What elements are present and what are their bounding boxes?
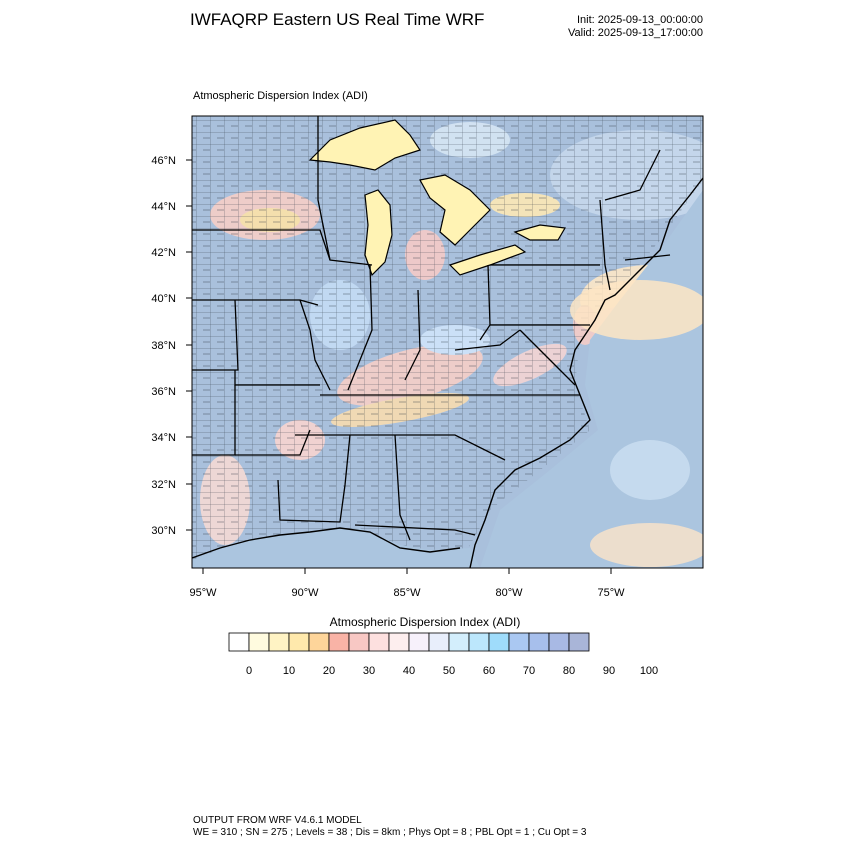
lat-label: 40°N	[151, 293, 176, 305]
footer-line-1: OUTPUT FROM WRF V4.6.1 MODEL	[193, 815, 362, 826]
lat-label: 42°N	[151, 247, 176, 259]
colorbar-tick-label: 50	[443, 665, 455, 677]
coastlines	[192, 177, 703, 568]
colorbar-swatch	[228, 632, 250, 652]
state-boundaries	[192, 116, 671, 541]
map-title: IWFAQRP Eastern US Real Time WRF	[190, 10, 485, 29]
lat-axis: 46°N 44°N 42°N 40°N 38°N 36°N 34°N 32°N …	[151, 155, 192, 537]
lake-superior	[308, 119, 421, 171]
county-lines	[192, 116, 703, 568]
lat-label: 30°N	[151, 525, 176, 537]
lat-label: 38°N	[151, 340, 176, 352]
lon-label: 85°W	[393, 587, 421, 599]
run-times: Init: 2025-09-13_00:00:00 Valid: 2025-09…	[568, 14, 703, 40]
colorbar-swatch	[448, 632, 470, 652]
lake-huron	[419, 174, 491, 246]
lake-erie	[448, 244, 527, 276]
colorbar-tick-label: 0	[246, 665, 252, 677]
colorbar-tick-label: 100	[640, 665, 658, 677]
colorbar-swatch	[328, 632, 350, 652]
colorbar-ticks: 0 10 20 30 40 50 60 70 80 90 100	[246, 665, 658, 677]
lat-label: 46°N	[151, 155, 176, 167]
lake-michigan	[364, 189, 393, 277]
map-frame	[191, 115, 704, 569]
colorbar-swatch	[568, 632, 590, 652]
lat-label: 36°N	[151, 386, 176, 398]
lon-label: 75°W	[597, 587, 625, 599]
colorbar	[228, 632, 590, 652]
lat-label: 44°N	[151, 201, 176, 213]
colorbar-tick-label: 90	[603, 665, 615, 677]
lat-label: 34°N	[151, 432, 176, 444]
colorbar-swatch	[548, 632, 570, 652]
colorbar-tick-label: 40	[403, 665, 415, 677]
colorbar-tick-label: 30	[363, 665, 375, 677]
lon-label: 80°W	[495, 587, 523, 599]
colorbar-title: Atmospheric Dispersion Index (ADI)	[329, 615, 521, 629]
great-lakes	[308, 119, 566, 277]
colorbar-swatch	[288, 632, 310, 652]
map-subtitle: Atmospheric Dispersion Index (ADI)	[193, 90, 368, 102]
model-footer: OUTPUT FROM WRF V4.6.1 MODEL WE = 310 ; …	[193, 815, 586, 839]
colorbar-swatch	[248, 632, 270, 652]
colorbar-tick-label: 80	[563, 665, 575, 677]
colorbar-swatch	[428, 632, 450, 652]
lon-label: 90°W	[291, 587, 319, 599]
init-time: Init: 2025-09-13_00:00:00	[577, 14, 703, 26]
colorbar-swatch	[528, 632, 550, 652]
colorbar-tick-label: 60	[483, 665, 495, 677]
colorbar-swatch	[508, 632, 530, 652]
valid-time: Valid: 2025-09-13_17:00:00	[568, 27, 703, 39]
colorbar-swatch	[368, 632, 390, 652]
colorbar-swatch	[408, 632, 430, 652]
colorbar-swatch	[388, 632, 410, 652]
colorbar-tick-label: 10	[283, 665, 295, 677]
lake-ontario	[513, 224, 566, 241]
lat-label: 32°N	[151, 479, 176, 491]
lon-label: 95°W	[189, 587, 217, 599]
footer-line-2: WE = 310 ; SN = 275 ; Levels = 38 ; Dis …	[193, 827, 587, 838]
colorbar-swatch	[268, 632, 290, 652]
lon-axis: 95°W 90°W 85°W 80°W 75°W	[189, 568, 625, 599]
map-panel	[192, 116, 703, 568]
colorbar-swatch	[468, 632, 490, 652]
colorbar-tick-label: 20	[323, 665, 335, 677]
colorbar-swatch	[488, 632, 510, 652]
colorbar-swatch	[348, 632, 370, 652]
colorbar-swatch	[308, 632, 330, 652]
colorbar-tick-label: 70	[523, 665, 535, 677]
